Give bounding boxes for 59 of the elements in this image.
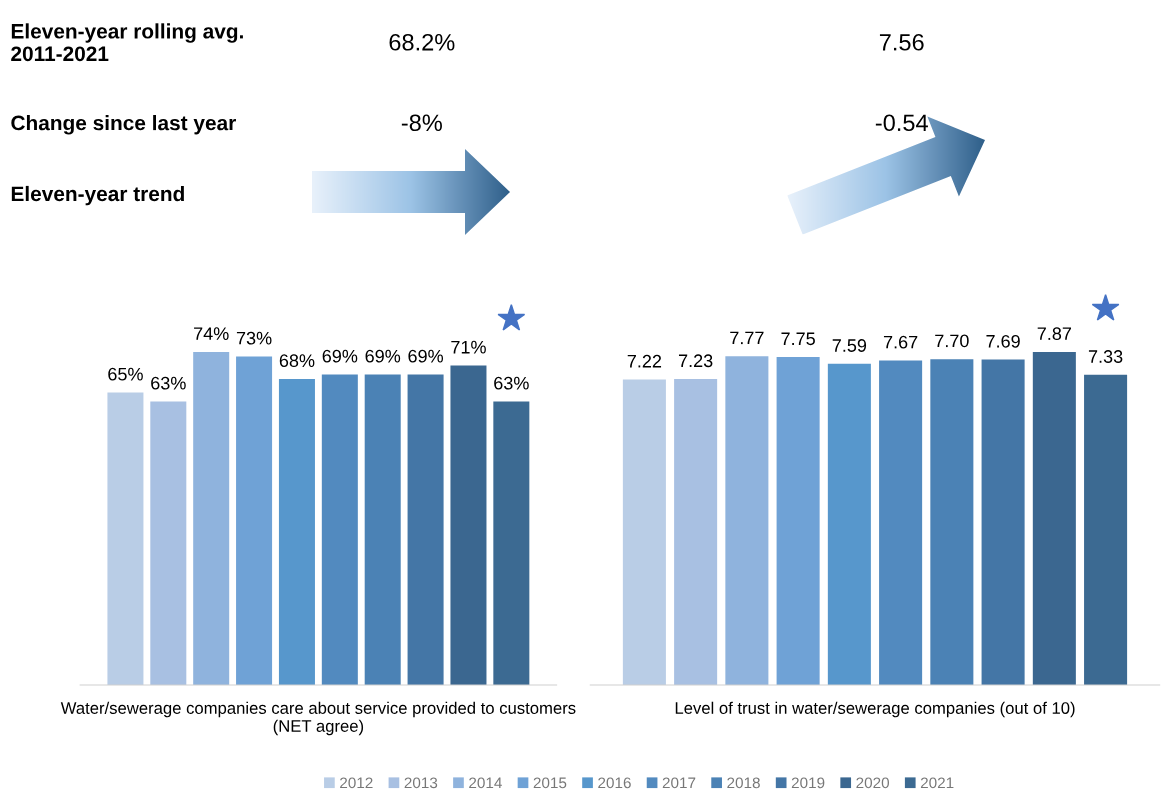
text: -0.54 bbox=[875, 114, 928, 132]
legend-label: 2014 bbox=[469, 777, 502, 789]
bar bbox=[674, 379, 718, 686]
bar bbox=[827, 363, 871, 686]
text: 7.56 bbox=[879, 33, 924, 51]
bar bbox=[278, 378, 315, 686]
text: 68.2% bbox=[389, 33, 455, 51]
text: Eleven-year rolling avg. 2011-2021 bbox=[11, 23, 243, 62]
data-label: 7.69 bbox=[986, 334, 1020, 348]
bar bbox=[493, 401, 530, 686]
text: -8% bbox=[401, 114, 442, 132]
legend-label: 2015 bbox=[533, 777, 567, 789]
legend-label: 2018 bbox=[727, 777, 760, 789]
bar bbox=[150, 401, 187, 686]
data-label: 63% bbox=[151, 376, 186, 390]
data-label: 68% bbox=[279, 354, 315, 368]
bar bbox=[930, 359, 974, 686]
data-label: 71% bbox=[451, 340, 486, 354]
data-label: 7.70 bbox=[935, 334, 969, 348]
legend-label: 2019 bbox=[791, 777, 825, 789]
x-axis-title: Level of trust in water/sewerage companies (out of 10) bbox=[675, 701, 1075, 718]
data-label: 74% bbox=[194, 327, 229, 340]
bar bbox=[107, 392, 144, 686]
legend-label: 2013 bbox=[404, 777, 438, 789]
data-label: 73% bbox=[236, 331, 272, 345]
bar bbox=[879, 360, 923, 686]
data-label: 7.77 bbox=[730, 331, 764, 345]
text: Eleven-year trend bbox=[11, 185, 184, 206]
data-label: 7.22 bbox=[627, 354, 662, 368]
data-label: 7.75 bbox=[781, 332, 815, 346]
bar bbox=[622, 379, 666, 686]
bar bbox=[321, 374, 358, 686]
bar bbox=[193, 351, 230, 686]
data-label: 69% bbox=[322, 349, 358, 363]
x-axis-title: Water/sewerage companies care about service provided to customers (NET agree) bbox=[60, 701, 576, 736]
data-label: 65% bbox=[108, 367, 143, 381]
bar bbox=[981, 359, 1025, 686]
data-label: 69% bbox=[408, 349, 444, 363]
legend-label: 2016 bbox=[598, 777, 631, 789]
data-label: 63% bbox=[494, 376, 529, 390]
text: Change since last year bbox=[11, 115, 236, 135]
data-label: 7.59 bbox=[832, 339, 867, 352]
data-label: 7.87 bbox=[1037, 327, 1072, 341]
bar bbox=[1032, 351, 1076, 686]
data-label: 7.67 bbox=[883, 335, 918, 349]
bar bbox=[776, 357, 820, 686]
legend-label: 2020 bbox=[856, 777, 890, 789]
legend-label: 2012 bbox=[340, 777, 373, 789]
legend-label: 2017 bbox=[662, 777, 696, 789]
bar bbox=[450, 365, 487, 686]
bar bbox=[1084, 374, 1128, 686]
bar bbox=[407, 374, 444, 686]
data-label: 69% bbox=[365, 349, 401, 363]
bar bbox=[364, 374, 401, 686]
data-label: 7.23 bbox=[678, 354, 713, 368]
data-label: 7.33 bbox=[1088, 350, 1123, 363]
bar bbox=[236, 356, 273, 686]
legend-label: 2021 bbox=[920, 777, 954, 789]
bar bbox=[725, 356, 769, 686]
